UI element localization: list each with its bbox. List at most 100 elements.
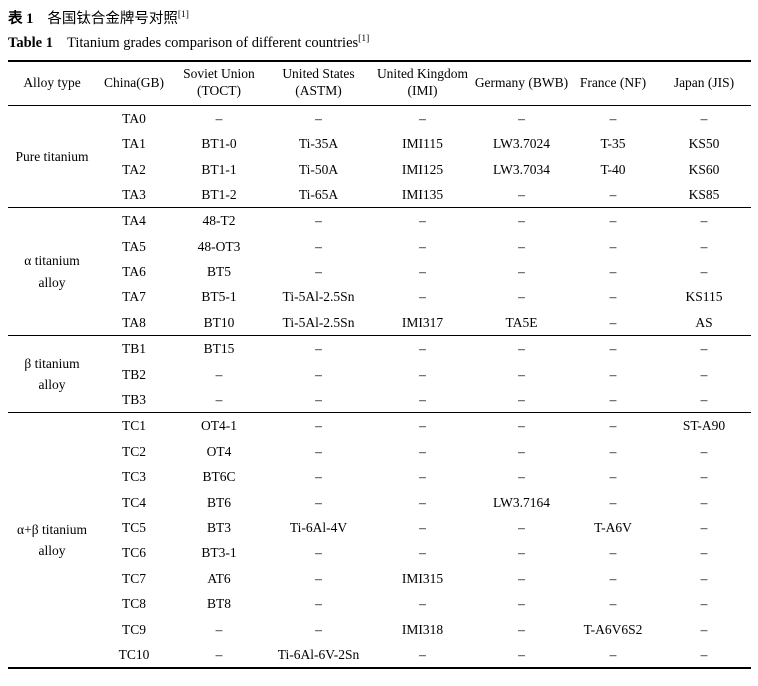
grade-cell: – bbox=[518, 443, 525, 459]
china-grade-cell: TB2 bbox=[121, 366, 146, 382]
grade-cell: – bbox=[609, 314, 617, 330]
grade-cell: – bbox=[518, 341, 525, 357]
grade-cell: – bbox=[609, 494, 617, 510]
grade-cell: Ti-6Al-4V bbox=[289, 519, 348, 535]
table-row: Pure titanium TA0 – – – – – – bbox=[8, 105, 751, 164]
grade-cell: T-40 bbox=[600, 161, 626, 177]
grade-cell: BT5-1 bbox=[201, 289, 237, 305]
table-row: TA7 BT5-1 Ti-5Al-2.5Sn – – – KS115 bbox=[8, 285, 751, 310]
grade-cell: – bbox=[315, 418, 322, 434]
grade-cell: IMI318 bbox=[401, 621, 444, 637]
grade-cell: – bbox=[419, 469, 426, 485]
column-header-united-states: United States (ASTM) bbox=[266, 60, 371, 106]
column-header-japan: Japan (JIS) bbox=[657, 60, 751, 106]
grade-cell: – bbox=[609, 289, 617, 305]
grade-cell: LW3.7024 bbox=[492, 136, 551, 152]
grade-cell: BT8 bbox=[206, 596, 231, 612]
grade-cell: Ti-5Al-2.5Sn bbox=[282, 289, 355, 305]
table-row: TB2 – – – – – – bbox=[8, 362, 751, 387]
china-grade-cell: TC7 bbox=[121, 570, 146, 586]
table-row: TA3 BT1-2 Ti-65A IMI135 – – KS85 bbox=[8, 182, 751, 208]
alloy-type-cell: Pure titanium bbox=[8, 105, 96, 208]
table-row: TC4 BT6 – – LW3.7164 – – bbox=[8, 490, 751, 515]
column-header-germany: Germany (BWB) bbox=[474, 60, 569, 106]
table-row: α+β titanium alloy TC1 OT4-1 – – – – ST-A90 bbox=[8, 413, 751, 558]
caption-ref-en: [1] bbox=[358, 34, 370, 45]
china-grade-cell: TC6 bbox=[121, 545, 146, 561]
grade-cell: BT1-1 bbox=[201, 161, 237, 177]
alloy-type-cell: β titanium alloy bbox=[8, 336, 96, 413]
grade-cell: T-A6V bbox=[594, 519, 632, 535]
grade-cell: – bbox=[609, 213, 617, 229]
grade-cell: – bbox=[315, 570, 322, 586]
table-row: TC5 BT3 Ti-6Al-4V – – T-A6V – bbox=[8, 515, 751, 540]
grade-cell: – bbox=[518, 596, 525, 612]
grade-cell: T-A6V6S2 bbox=[583, 621, 643, 637]
grade-cell: – bbox=[700, 621, 708, 637]
grade-cell: – bbox=[700, 596, 708, 612]
alloy-group: Pure titanium TA0 – – – – – – TA1 BT1-0 Ti-35A IMI1… bbox=[8, 105, 751, 208]
china-grade-cell: TA8 bbox=[122, 314, 146, 330]
china-grade-cell: TC2 bbox=[121, 443, 146, 459]
grade-cell: – bbox=[315, 545, 322, 561]
grade-cell: BT3-1 bbox=[201, 545, 237, 561]
grade-cell: – bbox=[315, 238, 322, 254]
grade-cell: – bbox=[215, 646, 223, 662]
grade-cell: – bbox=[609, 570, 617, 586]
grade-cell: – bbox=[700, 392, 708, 408]
grade-cell: 48-OT3 bbox=[197, 238, 241, 254]
grade-cell: IMI125 bbox=[401, 161, 444, 177]
column-header-china: China(GB) bbox=[96, 60, 172, 106]
caption-label-en: Table 1 bbox=[8, 35, 53, 52]
grade-cell: IMI135 bbox=[401, 186, 444, 202]
china-grade-cell: TA3 bbox=[122, 186, 146, 202]
grade-cell: BT15 bbox=[203, 341, 235, 357]
alloy-type-cell: α+β titanium alloy bbox=[8, 413, 96, 668]
china-grade-cell: TB1 bbox=[121, 341, 146, 357]
grade-cell: Ti-6Al-6V-2Sn bbox=[277, 646, 360, 662]
table-row: α titanium alloy TA4 48-T2 – – – – – bbox=[8, 208, 751, 290]
grade-cell: IMI317 bbox=[401, 314, 444, 330]
china-grade-cell: TA4 bbox=[122, 213, 146, 229]
grade-cell: BT1-2 bbox=[201, 186, 237, 202]
grade-cell: – bbox=[419, 418, 426, 434]
china-grade-cell: TA6 bbox=[122, 264, 146, 280]
alloy-type-line: α+β titanium bbox=[17, 521, 87, 537]
grade-cell: – bbox=[315, 443, 322, 459]
grade-cell: – bbox=[609, 264, 617, 280]
grade-cell: – bbox=[419, 238, 426, 254]
header-line: (IMI) bbox=[407, 83, 438, 99]
header-line: China(GB) bbox=[104, 74, 164, 90]
grade-cell: – bbox=[518, 570, 525, 586]
grade-cell: – bbox=[609, 469, 617, 485]
china-grade-cell: TA0 bbox=[122, 110, 146, 126]
china-grade-cell: TC4 bbox=[121, 494, 146, 510]
grade-cell: – bbox=[700, 469, 708, 485]
grade-cell: – bbox=[518, 646, 525, 662]
table-row: TC10 – Ti-6Al-6V-2Sn – – – – bbox=[8, 642, 751, 668]
grade-cell: – bbox=[700, 570, 708, 586]
header-line: United States bbox=[282, 66, 355, 82]
china-grade-cell: TA7 bbox=[122, 289, 146, 305]
grade-cell: – bbox=[419, 545, 426, 561]
alloy-type-line: α titanium bbox=[24, 253, 80, 269]
grade-cell: Ti-50A bbox=[298, 161, 339, 177]
grade-cell: – bbox=[700, 366, 708, 382]
header-line: United Kingdom bbox=[376, 66, 469, 82]
grade-cell: BT6C bbox=[202, 469, 236, 485]
header-line: Japan (JIS) bbox=[673, 74, 735, 90]
column-header-united-kingdom: United Kingdom (IMI) bbox=[371, 60, 474, 106]
grade-cell: – bbox=[609, 646, 617, 662]
alloy-group: α titanium alloy TA4 48-T2 – – – – – TA5 48-OT3 – – –… bbox=[8, 208, 751, 336]
caption-text-cn: 各国钛合金牌号对照 bbox=[47, 10, 178, 27]
grade-cell: – bbox=[609, 110, 617, 126]
table-row: TA2 BT1-1 Ti-50A IMI125 LW3.7034 T-40 KS60 bbox=[8, 157, 751, 182]
table-caption-chinese: 表 1 各国钛合金牌号对照[1] bbox=[8, 9, 751, 29]
grade-cell: OT4-1 bbox=[201, 418, 237, 434]
grade-cell: – bbox=[609, 238, 617, 254]
grade-cell: AS bbox=[695, 314, 713, 330]
grade-cell: – bbox=[609, 418, 617, 434]
grade-cell: T-35 bbox=[600, 136, 626, 152]
grade-cell: BT6 bbox=[206, 494, 231, 510]
